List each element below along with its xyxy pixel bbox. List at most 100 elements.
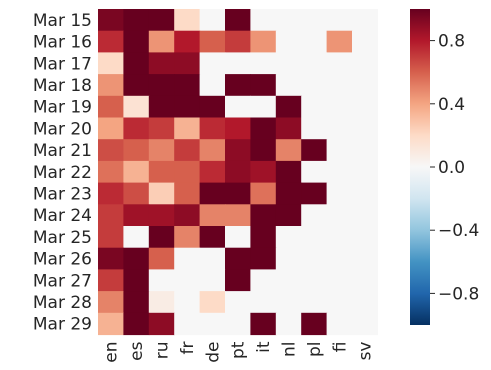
heatmap-cell-mar-23-pt bbox=[225, 182, 251, 205]
heatmap-cell-mar-28-pl bbox=[301, 291, 328, 314]
heatmap-cell-mar-26-pl bbox=[301, 247, 328, 270]
heatmap-cell-mar-28-it bbox=[250, 291, 277, 314]
heatmap-cell-mar-24-sv bbox=[352, 204, 378, 227]
colorbar-ticks: 0.8 0.4 0.0 −0.4 −0.8 bbox=[430, 32, 479, 304]
heatmap-cell-mar-21-fr bbox=[174, 139, 201, 162]
heatmap-cell-mar-15-fi bbox=[326, 9, 353, 32]
heatmap-cell-mar-22-nl bbox=[275, 160, 302, 184]
heatmap-cell-mar-15-es bbox=[123, 9, 150, 32]
heatmap-cell-mar-19-fi bbox=[326, 95, 353, 119]
heatmap-cell-mar-25-pt bbox=[225, 226, 251, 249]
heatmap-cell-mar-18-ru bbox=[148, 74, 175, 97]
heatmap-cell-mar-26-ru bbox=[148, 247, 175, 270]
heatmap-cell-mar-26-nl bbox=[275, 247, 302, 270]
heatmap-cell-mar-15-en bbox=[98, 9, 124, 32]
heatmap-cell-mar-21-en bbox=[98, 139, 124, 162]
heatmap-cell-mar-24-it bbox=[250, 204, 277, 227]
heatmap-cell-mar-17-fr bbox=[174, 52, 201, 75]
heatmap-cell-mar-22-en bbox=[98, 160, 124, 184]
heatmap-cell-mar-17-sv bbox=[352, 52, 378, 75]
heatmap-cell-mar-16-pl bbox=[301, 30, 328, 53]
heatmap-cell-mar-19-it bbox=[250, 95, 277, 119]
heatmap-cell-mar-16-nl bbox=[275, 30, 302, 53]
heatmap-cell-mar-19-ru bbox=[148, 95, 175, 119]
y-tick-label: Mar 17 bbox=[33, 54, 92, 74]
heatmap-cell-mar-18-fr bbox=[174, 74, 201, 97]
heatmap-cell-mar-18-fi bbox=[326, 74, 353, 97]
y-tick-label: Mar 19 bbox=[33, 98, 92, 118]
heatmap-cell-mar-27-es bbox=[123, 269, 150, 292]
heatmap-cell-mar-23-it bbox=[250, 182, 277, 205]
heatmap-cell-mar-26-fi bbox=[326, 247, 353, 270]
heatmap-cell-mar-16-fr bbox=[174, 30, 201, 53]
heatmap-cell-mar-25-fr bbox=[174, 226, 201, 249]
heatmap-cell-mar-20-nl bbox=[275, 117, 302, 140]
heatmap-cell-mar-21-de bbox=[199, 139, 226, 162]
heatmap-cell-mar-18-en bbox=[98, 74, 124, 97]
heatmap-cell-mar-29-pl bbox=[301, 312, 328, 336]
heatmap-cell-mar-22-it bbox=[250, 160, 277, 184]
heatmap-cell-mar-15-pt bbox=[225, 9, 251, 32]
heatmap-cells bbox=[98, 9, 378, 336]
heatmap-cell-mar-23-fi bbox=[326, 182, 353, 205]
y-tick-label: Mar 16 bbox=[33, 33, 92, 53]
heatmap-cell-mar-18-de bbox=[199, 74, 226, 97]
heatmap-cell-mar-17-pl bbox=[301, 52, 328, 75]
heatmap-cell-mar-17-es bbox=[123, 52, 150, 75]
heatmap-cell-mar-26-en bbox=[98, 247, 124, 270]
x-tick-label: fi bbox=[330, 342, 350, 353]
heatmap-cell-mar-18-pt bbox=[225, 74, 251, 97]
heatmap-cell-mar-15-sv bbox=[352, 9, 378, 32]
heatmap-cell-mar-27-fi bbox=[326, 269, 353, 292]
heatmap-cell-mar-16-it bbox=[250, 30, 277, 53]
y-tick-label: Mar 15 bbox=[33, 11, 92, 31]
heatmap-cell-mar-17-nl bbox=[275, 52, 302, 75]
heatmap-cell-mar-26-de bbox=[199, 247, 226, 270]
heatmap-cell-mar-16-pt bbox=[225, 30, 251, 53]
heatmap-cell-mar-16-es bbox=[123, 30, 150, 53]
heatmap-cell-mar-17-fi bbox=[326, 52, 353, 75]
y-tick-label: Mar 26 bbox=[33, 250, 92, 270]
heatmap-cell-mar-24-nl bbox=[275, 204, 302, 227]
y-tick-label: Mar 23 bbox=[33, 184, 92, 204]
y-tick-label: Mar 18 bbox=[33, 76, 92, 96]
x-tick-label: nl bbox=[280, 342, 300, 358]
y-tick-label: Mar 20 bbox=[33, 119, 92, 139]
heatmap-cell-mar-20-fi bbox=[326, 117, 353, 140]
heatmap-cell-mar-18-nl bbox=[275, 74, 302, 97]
heatmap-cell-mar-28-de bbox=[199, 291, 226, 314]
heatmap-cell-mar-27-en bbox=[98, 269, 124, 292]
heatmap-cell-mar-27-pl bbox=[301, 269, 328, 292]
heatmap-cell-mar-19-nl bbox=[275, 95, 302, 119]
heatmap-cell-mar-28-fr bbox=[174, 291, 201, 314]
heatmap-cell-mar-27-ru bbox=[148, 269, 175, 292]
heatmap-cell-mar-15-it bbox=[250, 9, 277, 32]
heatmap-cell-mar-20-it bbox=[250, 117, 277, 140]
y-tick-label: Mar 27 bbox=[33, 271, 92, 291]
heatmap-cell-mar-20-pl bbox=[301, 117, 328, 140]
heatmap-cell-mar-21-sv bbox=[352, 139, 378, 162]
heatmap-cell-mar-29-sv bbox=[352, 312, 378, 336]
heatmap-cell-mar-28-en bbox=[98, 291, 124, 314]
heatmap-cell-mar-20-sv bbox=[352, 117, 378, 140]
heatmap-cell-mar-20-en bbox=[98, 117, 124, 140]
heatmap-cell-mar-20-de bbox=[199, 117, 226, 140]
heatmap-cell-mar-25-fi bbox=[326, 226, 353, 249]
y-tick-label: Mar 28 bbox=[33, 293, 92, 313]
heatmap-cell-mar-23-nl bbox=[275, 182, 302, 205]
heatmap-cell-mar-21-pl bbox=[301, 139, 328, 162]
heatmap-cell-mar-26-fr bbox=[174, 247, 201, 270]
heatmap-cell-mar-16-ru bbox=[148, 30, 175, 53]
heatmap-cell-mar-18-pl bbox=[301, 74, 328, 97]
heatmap-cell-mar-18-it bbox=[250, 74, 277, 97]
heatmap-cell-mar-17-pt bbox=[225, 52, 251, 75]
heatmap-cell-mar-22-de bbox=[199, 160, 226, 184]
heatmap-cell-mar-28-nl bbox=[275, 291, 302, 314]
heatmap-cell-mar-27-it bbox=[250, 269, 277, 292]
heatmap-cell-mar-23-ru bbox=[148, 182, 175, 205]
heatmap-cell-mar-25-en bbox=[98, 226, 124, 249]
y-tick-label: Mar 21 bbox=[33, 141, 92, 161]
heatmap-cell-mar-19-es bbox=[123, 95, 150, 119]
heatmap-cell-mar-22-fi bbox=[326, 160, 353, 184]
